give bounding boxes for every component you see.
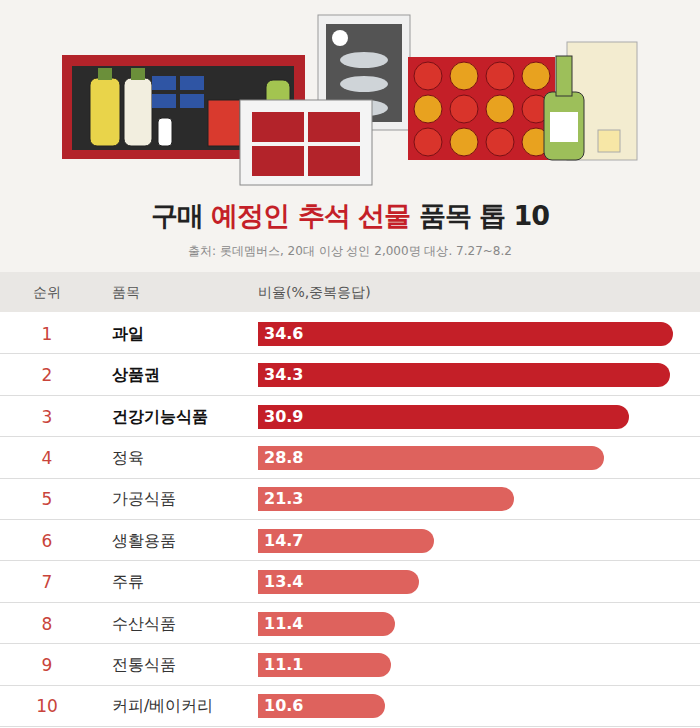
row-separator — [0, 519, 700, 520]
data-label: 14.7 — [264, 529, 303, 553]
category-label: 건강기능식품 — [112, 405, 208, 429]
fruit — [414, 128, 442, 156]
row-separator — [0, 353, 700, 354]
rank: 1 — [17, 322, 77, 346]
data-label: 21.3 — [264, 487, 303, 511]
rank: 5 — [17, 487, 77, 511]
data-label: 10.6 — [264, 694, 303, 718]
data-label: 13.4 — [264, 570, 303, 594]
data-label: 28.8 — [264, 446, 303, 470]
category-label: 생활용품 — [112, 529, 176, 553]
fruit — [486, 95, 514, 123]
data-label: 34.3 — [264, 363, 303, 387]
category-label: 정육 — [112, 446, 144, 470]
category-label: 상품권 — [112, 363, 160, 387]
category-label: 주류 — [112, 570, 144, 594]
category-label: 가공식품 — [112, 487, 176, 511]
bar — [258, 405, 629, 429]
gift-illustration — [0, 0, 700, 190]
fruit — [414, 95, 442, 123]
fruit — [414, 62, 442, 90]
title: 구매 예정인 추석 선물 품목 톱 10 — [0, 198, 700, 234]
rank: 8 — [17, 612, 77, 636]
fruit — [450, 62, 478, 90]
fruit — [450, 128, 478, 156]
row-separator — [0, 643, 700, 644]
row-separator — [0, 436, 700, 437]
category-label: 전통식품 — [112, 653, 176, 677]
row-separator — [0, 685, 700, 686]
row-separator — [0, 560, 700, 561]
fruit — [450, 95, 478, 123]
data-label: 34.6 — [264, 322, 303, 346]
data-label: 11.4 — [264, 612, 303, 636]
rank: 9 — [17, 653, 77, 677]
fruit — [522, 62, 550, 90]
category-label: 과일 — [112, 322, 144, 346]
row-separator — [0, 395, 700, 396]
rank: 3 — [17, 405, 77, 429]
fruit — [486, 128, 514, 156]
rank: 6 — [17, 529, 77, 553]
rank: 4 — [17, 446, 77, 470]
subtitle: 출처: 롯데멤버스, 20대 이상 성인 2,000명 대상. 7.27~8.2 — [0, 243, 700, 260]
data-label: 11.1 — [264, 653, 303, 677]
label-layer: 1 과일 34.6 2 상품권 34.3 3 건강기능식품 30.9 4 정육 28.8 5 가공식품 21… — [0, 0, 700, 728]
category-label: 커피/베이커리 — [112, 694, 213, 718]
bar — [258, 322, 673, 346]
bar — [258, 363, 670, 387]
fruit — [486, 62, 514, 90]
data-label: 30.9 — [264, 405, 303, 429]
row-separator — [0, 602, 700, 603]
rank: 10 — [17, 694, 77, 718]
category-label: 수산식품 — [112, 612, 176, 636]
bar — [258, 446, 604, 470]
plot-area — [258, 0, 690, 728]
row-separator — [0, 726, 700, 727]
rank: 7 — [17, 570, 77, 594]
column-header: 품목 — [112, 272, 140, 312]
bottle-and-box — [544, 42, 637, 160]
chart-root: 구매 예정인 추석 선물 품목 톱 10 출처: 롯데멤버스, 20대 이상 성인… — [0, 0, 700, 728]
fruit-gift-box — [408, 57, 555, 160]
meat-gift-box — [240, 100, 372, 185]
column-header: 비율(%,중복응답) — [258, 272, 371, 312]
rank: 2 — [17, 363, 77, 387]
column-header: 순위 — [17, 272, 77, 312]
row-separator — [0, 478, 700, 479]
